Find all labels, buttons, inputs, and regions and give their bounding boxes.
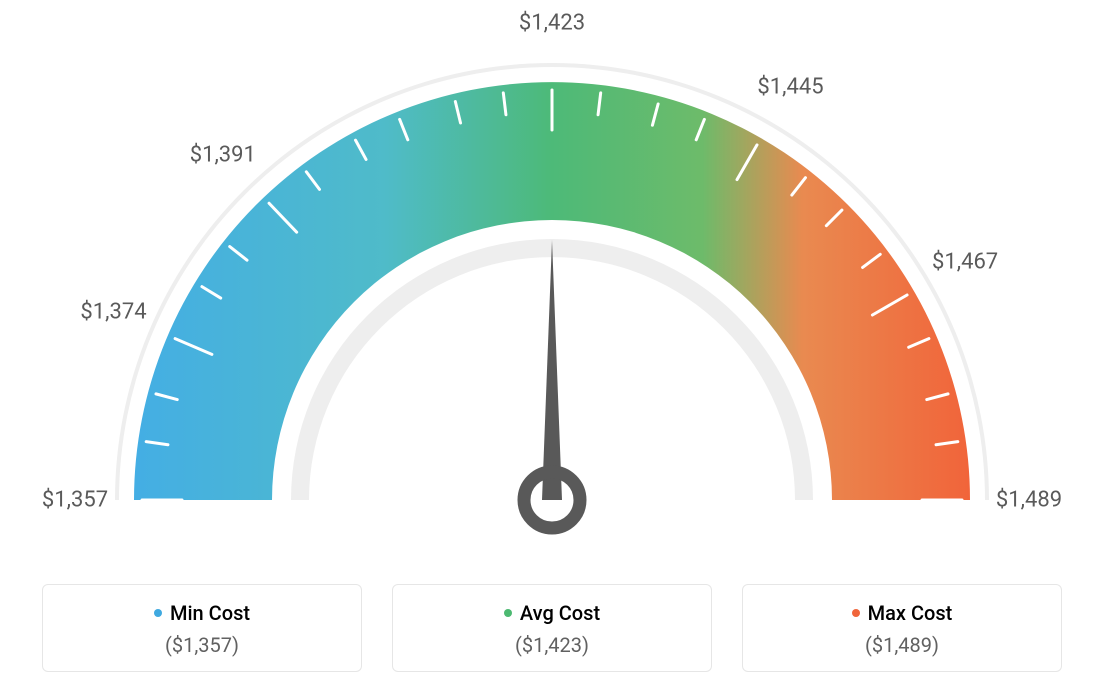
gauge-tick-label: $1,489	[996, 488, 1062, 513]
gauge-tick-label: $1,467	[932, 249, 998, 274]
dot-icon	[154, 609, 162, 617]
legend-card-min: Min Cost ($1,357)	[42, 584, 362, 672]
legend-label: Avg Cost	[520, 601, 600, 625]
legend-card-max: Max Cost ($1,489)	[742, 584, 1062, 672]
gauge-chart: $1,357 $1,374 $1,391 $1,423 $1,445 $1,467 $1,4…	[0, 0, 1104, 560]
legend-title-avg: Avg Cost	[504, 601, 600, 625]
legend-value-max: ($1,489)	[753, 633, 1051, 657]
gauge-tick-label: $1,357	[42, 488, 108, 513]
dot-icon	[852, 609, 860, 617]
legend-title-max: Max Cost	[852, 601, 953, 625]
gauge-tick-label: $1,445	[757, 74, 823, 99]
gauge-tick-label: $1,423	[519, 11, 585, 36]
legend-title-min: Min Cost	[154, 601, 250, 625]
legend-label: Max Cost	[868, 601, 953, 625]
gauge-svg	[0, 0, 1104, 560]
legend-label: Min Cost	[170, 601, 250, 625]
legend-card-avg: Avg Cost ($1,423)	[392, 584, 712, 672]
legend-value-min: ($1,357)	[53, 633, 351, 657]
gauge-tick-label: $1,391	[190, 142, 256, 167]
dot-icon	[504, 609, 512, 617]
legend-value-avg: ($1,423)	[403, 633, 701, 657]
legend-row: Min Cost ($1,357) Avg Cost ($1,423) Max …	[0, 584, 1104, 672]
gauge-tick-label: $1,374	[80, 300, 146, 325]
